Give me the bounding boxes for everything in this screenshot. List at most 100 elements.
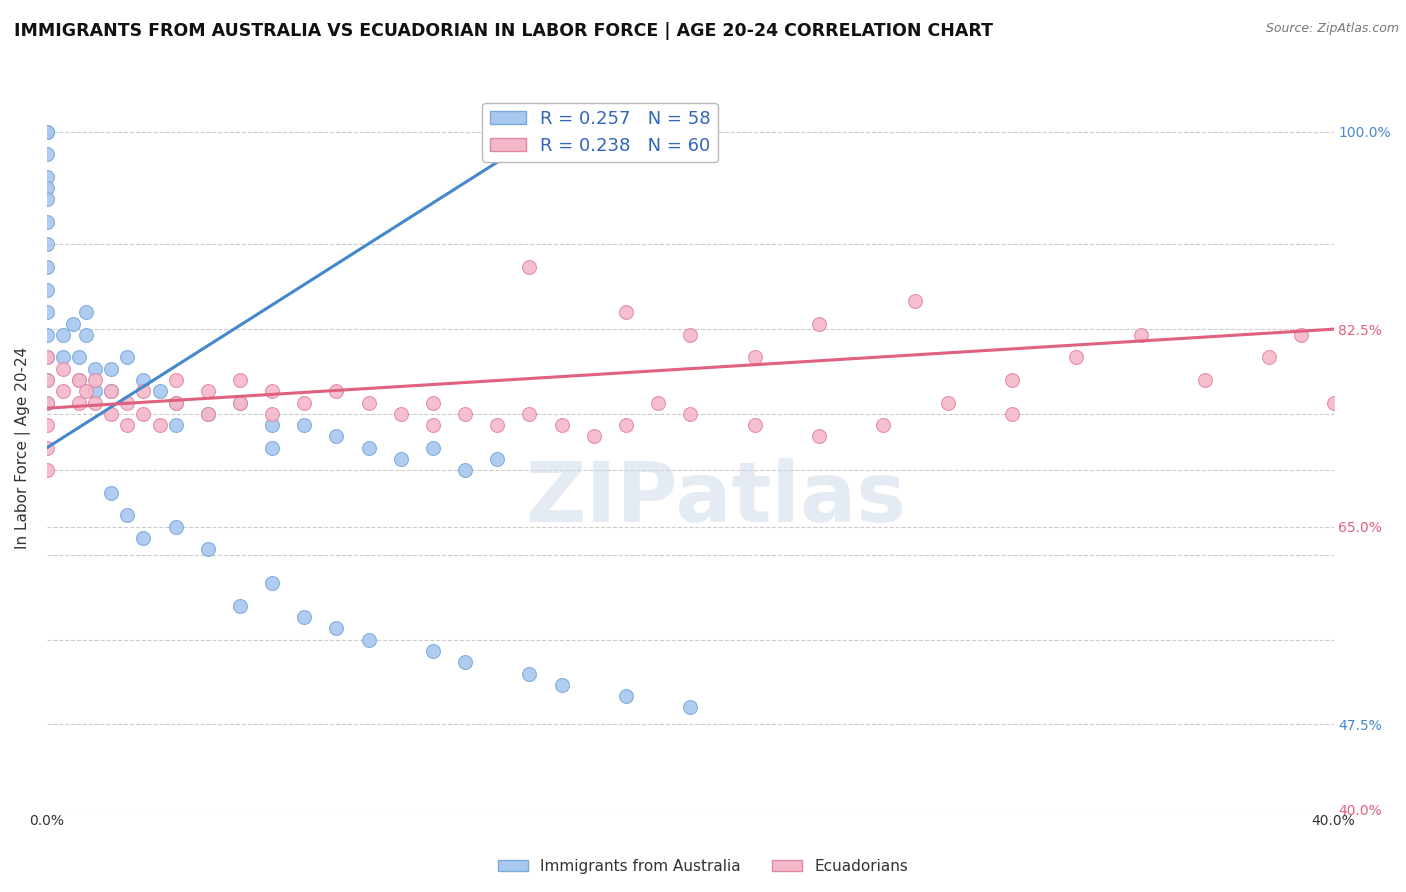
Point [52,361,75,376]
Point [454,463,477,477]
Point [422,418,444,433]
Point [486,452,509,467]
Point [262,441,284,455]
Point [132,384,155,399]
Point [75,384,97,399]
Point [807,429,830,443]
Point [519,407,541,421]
Point [679,700,702,714]
Point [325,429,347,443]
Point [117,351,139,365]
Point [262,418,284,433]
Legend: R = 0.257   N = 58, R = 0.238   N = 60: R = 0.257 N = 58, R = 0.238 N = 60 [482,103,718,162]
Point [148,418,170,433]
Point [67,395,90,409]
Point [292,395,315,409]
Point [357,441,380,455]
Text: ZIPatlas: ZIPatlas [526,458,907,539]
Point [389,452,412,467]
Point [35,373,58,387]
Point [454,655,477,669]
Point [229,395,252,409]
Point [744,351,766,365]
Point [100,486,122,500]
Point [75,305,97,319]
Point [872,418,894,433]
Point [647,395,669,409]
Point [35,373,58,387]
Point [117,395,139,409]
Point [35,305,58,319]
Point [35,463,58,477]
Point [165,520,187,534]
Point [325,384,347,399]
Point [486,418,509,433]
Point [1001,407,1024,421]
Point [1129,327,1152,342]
Point [454,407,477,421]
Point [1291,327,1313,342]
Point [35,260,58,274]
Point [35,124,58,138]
Point [1001,373,1024,387]
Point [1064,351,1087,365]
Point [422,441,444,455]
Point [35,181,58,195]
Point [35,327,58,342]
Point [84,361,107,376]
Point [75,327,97,342]
Point [165,418,187,433]
Point [52,351,75,365]
Point [35,351,58,365]
Point [100,407,122,421]
Point [357,395,380,409]
Point [744,418,766,433]
Point [614,305,637,319]
Point [229,395,252,409]
Point [165,395,187,409]
Point [262,407,284,421]
Point [325,621,347,635]
Point [35,283,58,297]
Point [52,327,75,342]
Point [62,317,84,331]
Point [807,317,830,331]
Point [262,576,284,591]
Point [35,237,58,252]
Point [117,418,139,433]
Point [614,689,637,703]
Point [262,384,284,399]
Point [292,610,315,624]
Point [197,384,219,399]
Point [904,293,927,308]
Point [679,407,702,421]
Point [67,373,90,387]
Point [132,373,155,387]
Point [35,192,58,206]
Point [52,384,75,399]
Point [165,373,187,387]
Point [936,395,959,409]
Point [35,418,58,433]
Point [582,429,605,443]
Point [132,531,155,545]
Point [100,384,122,399]
Point [84,384,107,399]
Text: IMMIGRANTS FROM AUSTRALIA VS ECUADORIAN IN LABOR FORCE | AGE 20-24 CORRELATION C: IMMIGRANTS FROM AUSTRALIA VS ECUADORIAN … [14,22,993,40]
Point [679,327,702,342]
Point [35,351,58,365]
Point [35,169,58,184]
Point [132,407,155,421]
Point [1194,373,1216,387]
Point [84,395,107,409]
Point [84,373,107,387]
Point [165,395,187,409]
Point [197,407,219,421]
Point [550,678,572,692]
Point [100,384,122,399]
Point [357,632,380,647]
Point [197,542,219,557]
Point [292,418,315,433]
Point [197,407,219,421]
Point [35,215,58,229]
